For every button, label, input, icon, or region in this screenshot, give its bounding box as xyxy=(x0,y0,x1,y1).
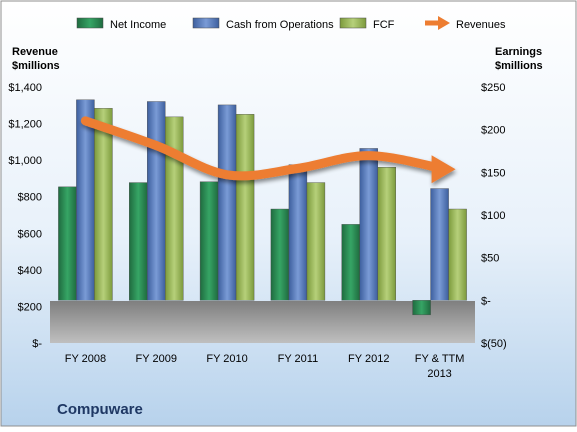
left-tick-label: $1,200 xyxy=(8,119,42,131)
category-label: FY & TTM xyxy=(415,353,465,365)
right-tick-label: $150 xyxy=(481,167,505,179)
bar-cash-from-operations xyxy=(430,188,449,301)
bar-fcf xyxy=(94,108,113,301)
legend-swatch-cash-from-operations xyxy=(192,17,220,29)
bar-series xyxy=(58,99,467,316)
bar-fcf xyxy=(235,114,255,301)
left-tick-label: $600 xyxy=(18,228,42,240)
line-series xyxy=(80,116,456,184)
right-tick-label: $50 xyxy=(481,253,499,265)
category-label: FY 2012 xyxy=(348,353,389,365)
right-tick-label: $- xyxy=(481,295,491,307)
legend-label: Net Income xyxy=(110,19,166,31)
left-tick-label: $1,000 xyxy=(8,155,42,167)
plot-floor xyxy=(50,301,475,343)
category-label: FY 2010 xyxy=(206,353,247,365)
right-tick-label: $(50) xyxy=(481,338,507,350)
left-tick-label: $1,400 xyxy=(8,82,42,94)
legend-label: Revenues xyxy=(456,19,506,31)
category-label: FY 2011 xyxy=(278,353,319,365)
bar-net-income xyxy=(58,186,77,301)
category-label: FY 2008 xyxy=(65,353,106,365)
legend-label: Cash from Operations xyxy=(226,19,334,31)
bar-cash-from-operations xyxy=(217,104,237,301)
bar-cash-from-operations xyxy=(147,101,166,301)
bar-cash-from-operations xyxy=(76,99,95,301)
bar-net-income xyxy=(270,208,290,301)
chart-legend: Net Income Cash from Operations FCF Revenue… xyxy=(76,16,506,31)
revenues-line-group xyxy=(80,116,456,184)
right-axis: $(50) $- $50 $100 $150 $200 $250 xyxy=(481,82,507,350)
bar-fcf xyxy=(165,116,184,301)
legend-arrow-revenues xyxy=(438,16,450,30)
category-label: 2013 xyxy=(427,368,451,380)
left-axis: $- $200 $400 $600 $800 $1,000 $1,200 $1,400 xyxy=(8,82,42,350)
bar-net-income xyxy=(341,224,360,301)
right-axis-label-line2: $millions xyxy=(495,60,543,72)
x-axis: FY 2008 FY 2009 FY 2010 FY 2011 FY 2012 FY & … xyxy=(65,353,465,380)
bar-cash-from-operations xyxy=(288,164,308,301)
right-tick-label: $250 xyxy=(481,82,505,94)
left-tick-label: $400 xyxy=(18,265,42,277)
bar-net-income xyxy=(412,300,431,316)
legend-swatch-fcf xyxy=(339,17,367,29)
bar-net-income xyxy=(129,182,148,301)
right-axis-label-line1: Earnings xyxy=(495,46,542,58)
legend-swatch-net-income xyxy=(76,17,104,29)
bar-net-income xyxy=(199,181,219,301)
bar-fcf xyxy=(306,182,326,301)
revenues-line xyxy=(80,116,451,181)
left-axis-label-line2: $millions xyxy=(12,60,60,72)
bar-fcf xyxy=(377,167,396,301)
category-label: FY 2009 xyxy=(136,353,177,365)
legend-label: FCF xyxy=(373,19,395,31)
left-tick-label: $200 xyxy=(18,301,42,313)
bar-fcf xyxy=(448,208,467,301)
right-tick-label: $200 xyxy=(481,125,505,137)
left-tick-label: $- xyxy=(32,338,42,350)
right-tick-label: $100 xyxy=(481,210,505,222)
left-axis-label-line1: Revenue xyxy=(12,46,58,58)
left-tick-label: $800 xyxy=(18,192,42,204)
chart-title: Compuware xyxy=(57,401,143,418)
bar-cash-from-operations xyxy=(359,148,378,301)
revenues-arrowhead xyxy=(431,155,456,184)
